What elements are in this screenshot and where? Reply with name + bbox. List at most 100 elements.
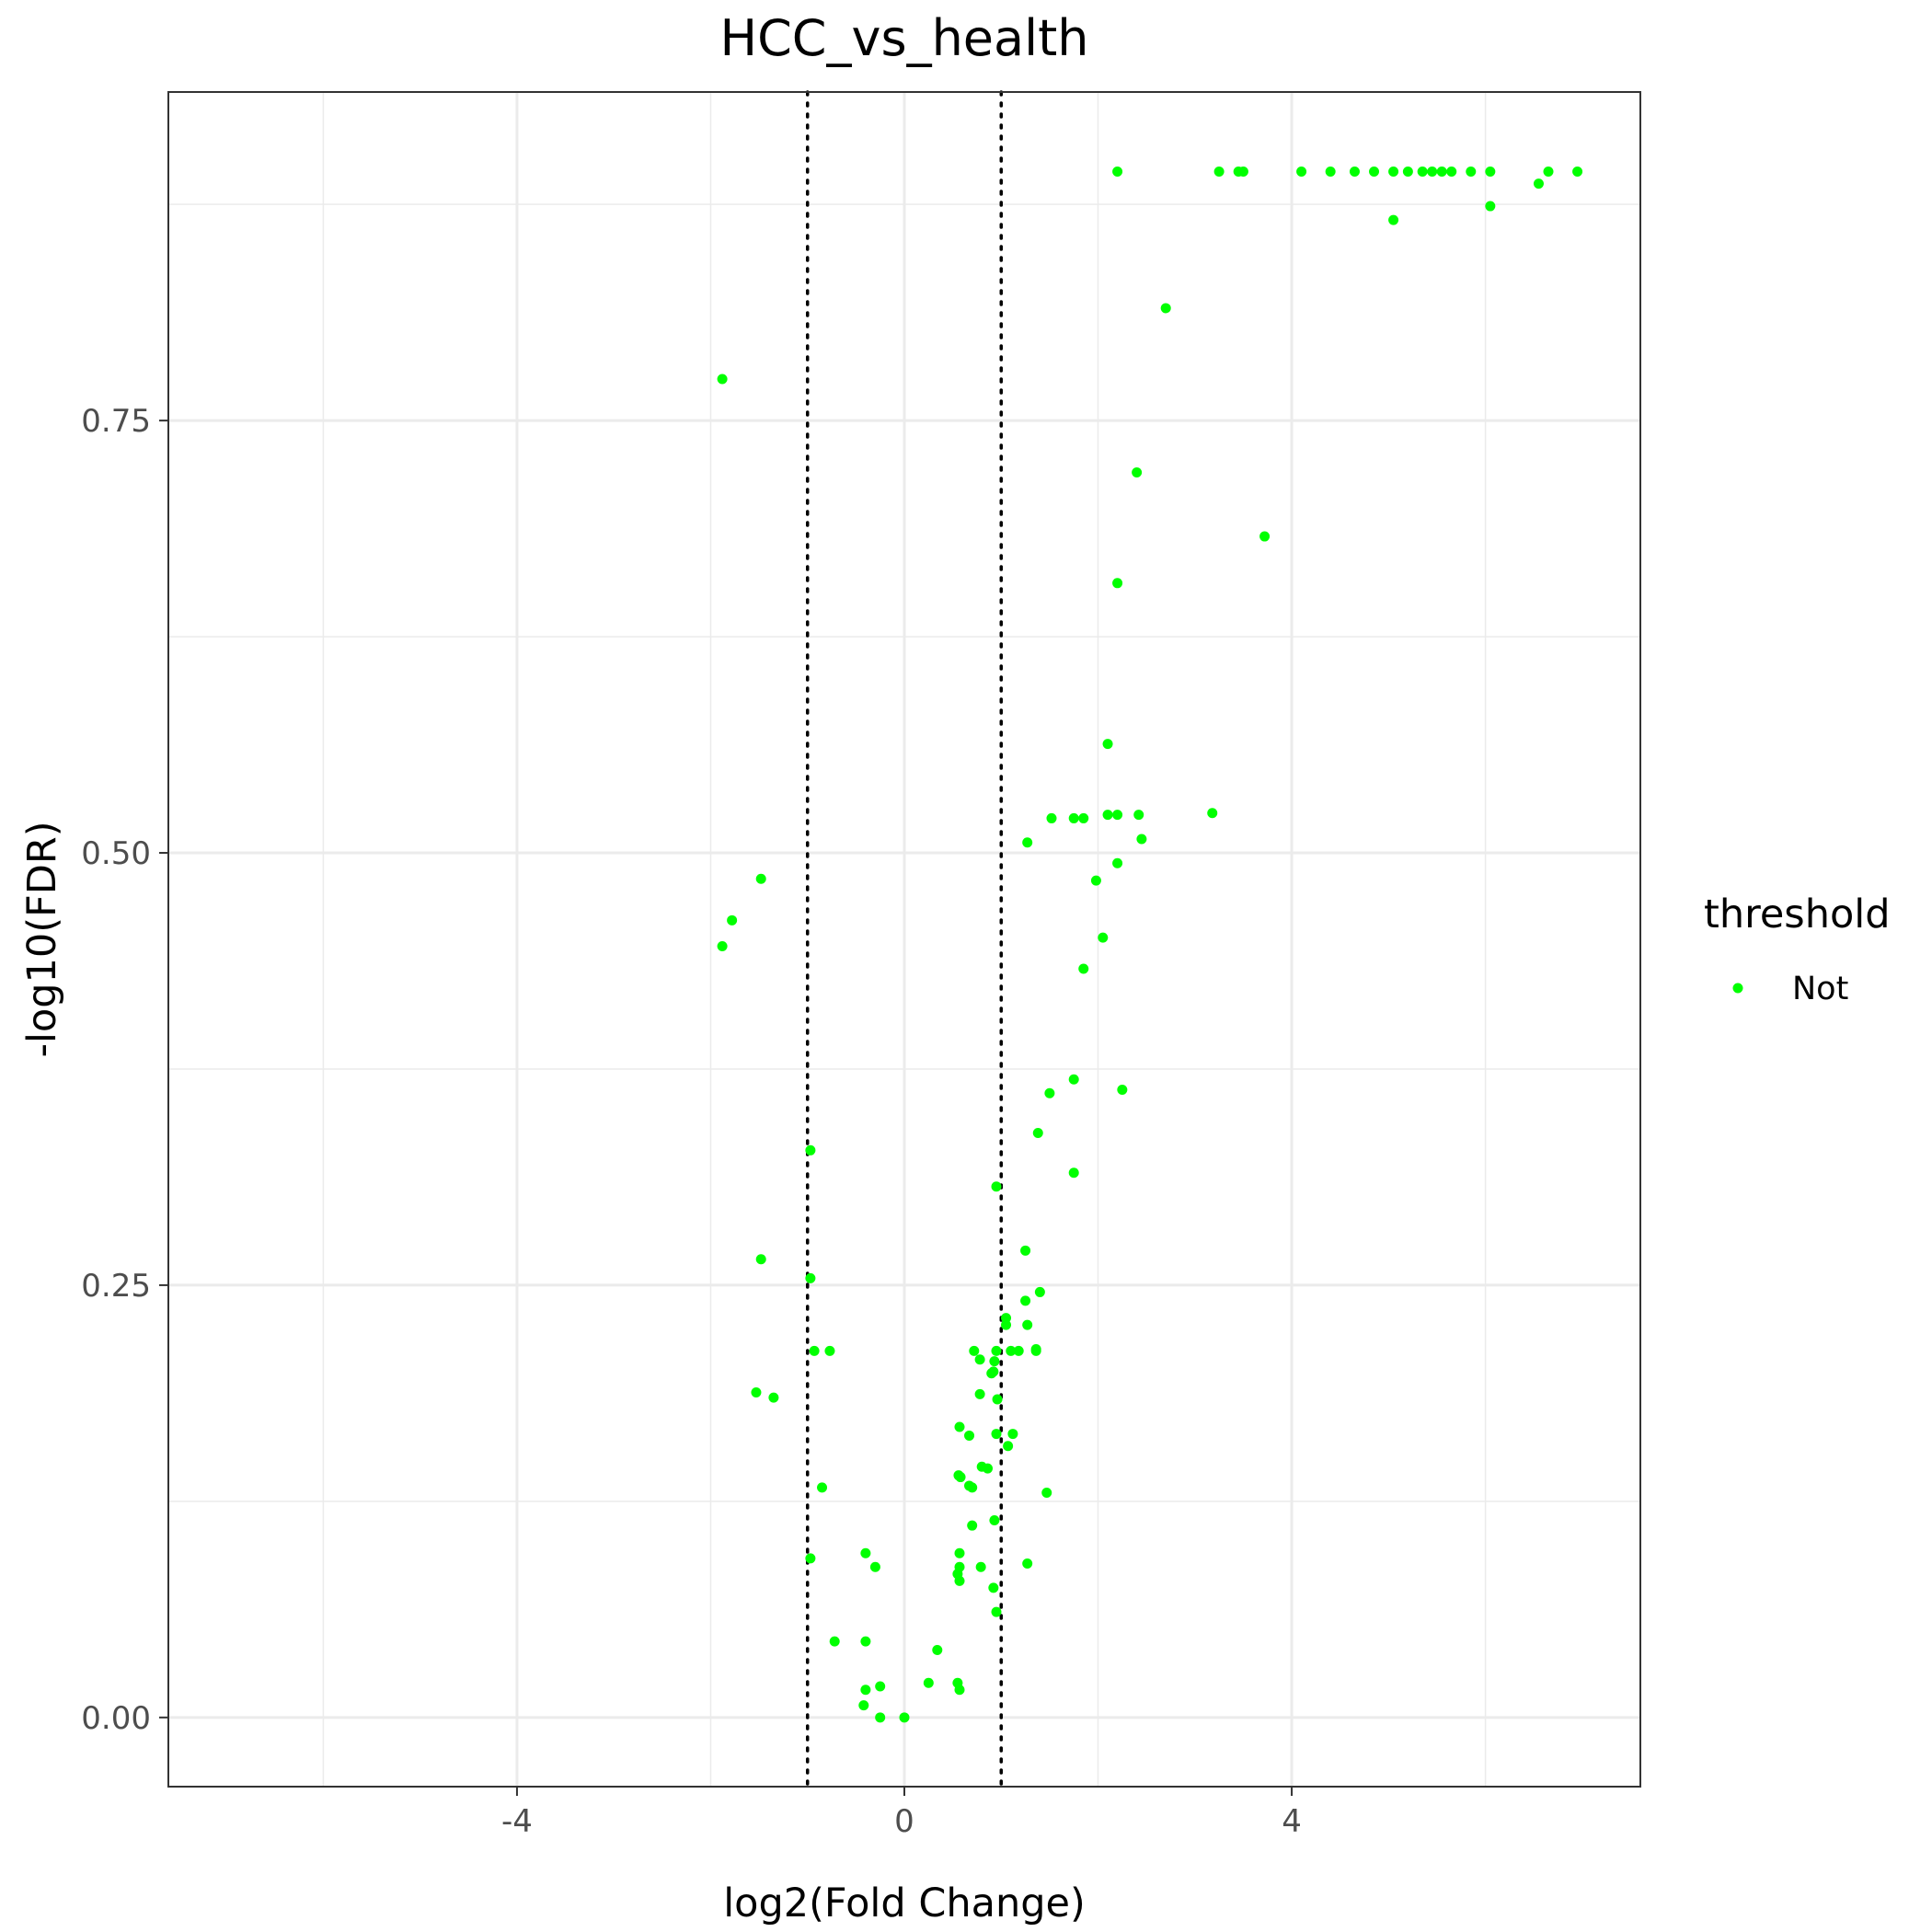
data-point xyxy=(955,1472,966,1483)
data-point xyxy=(875,1712,886,1723)
data-point xyxy=(967,1520,978,1531)
data-point xyxy=(1112,810,1123,821)
data-point xyxy=(1349,166,1360,177)
data-point xyxy=(1001,1313,1012,1324)
data-point xyxy=(974,1388,985,1399)
x-tick-label: 4 xyxy=(1282,1803,1302,1840)
data-point xyxy=(805,1144,816,1156)
data-point xyxy=(1013,1345,1024,1356)
data-point xyxy=(989,1515,1000,1526)
data-point xyxy=(954,1547,965,1558)
data-point xyxy=(1296,166,1307,177)
data-point xyxy=(1402,166,1413,177)
data-point xyxy=(858,1700,869,1711)
data-point xyxy=(1160,303,1171,314)
data-point xyxy=(1543,166,1554,177)
data-point xyxy=(1022,1319,1033,1330)
data-point xyxy=(1436,166,1447,177)
data-point xyxy=(1207,808,1218,819)
legend-key-point xyxy=(1732,983,1743,994)
data-point xyxy=(1466,166,1477,177)
data-point xyxy=(875,1681,886,1692)
data-point xyxy=(954,1575,965,1586)
data-point xyxy=(727,914,738,926)
data-point xyxy=(1112,166,1123,177)
data-point xyxy=(860,1685,871,1696)
data-point xyxy=(1030,1343,1041,1354)
data-point xyxy=(1325,166,1336,177)
data-point xyxy=(1006,1345,1017,1356)
y-tick-label: 0.00 xyxy=(81,1700,151,1737)
data-point xyxy=(992,1394,1003,1405)
legend-title: threshold xyxy=(1704,891,1891,937)
data-point xyxy=(1022,837,1033,848)
data-point xyxy=(1417,166,1428,177)
data-point xyxy=(869,1561,880,1572)
data-point xyxy=(1078,812,1089,823)
x-axis-title: log2(Fold Change) xyxy=(723,1880,1086,1926)
data-point xyxy=(967,1482,978,1493)
data-point xyxy=(969,1345,980,1356)
data-point xyxy=(1020,1295,1031,1306)
data-point xyxy=(1068,1074,1079,1085)
data-point xyxy=(717,941,728,952)
data-point xyxy=(932,1645,943,1656)
data-point xyxy=(1427,166,1438,177)
data-point xyxy=(809,1345,820,1356)
data-point xyxy=(1068,1167,1079,1179)
data-point xyxy=(1388,166,1399,177)
x-axis-ticks: -4 0 4 xyxy=(501,1787,1302,1840)
data-point xyxy=(1007,1429,1018,1440)
data-point xyxy=(1020,1245,1031,1256)
data-point xyxy=(954,1421,965,1432)
data-point xyxy=(1237,166,1248,177)
x-tick-label: 0 xyxy=(894,1803,914,1840)
data-point xyxy=(1133,810,1144,821)
data-point xyxy=(824,1345,835,1356)
data-point xyxy=(1259,531,1271,542)
threshold-lines xyxy=(805,90,1004,1788)
data-point xyxy=(1533,178,1544,190)
y-tick-label: 0.25 xyxy=(81,1268,151,1305)
data-point xyxy=(755,1254,766,1265)
data-point xyxy=(988,1582,999,1593)
data-point xyxy=(991,1345,1002,1356)
data-point xyxy=(1485,166,1496,177)
data-point xyxy=(991,1429,1002,1440)
data-point xyxy=(964,1430,975,1441)
data-point xyxy=(829,1636,840,1647)
data-point xyxy=(1003,1441,1014,1452)
legend-label-not: Not xyxy=(1792,971,1848,1007)
data-point xyxy=(805,1553,816,1564)
legend: threshold Not xyxy=(1704,891,1891,1007)
data-point xyxy=(1102,810,1113,821)
data-point xyxy=(1213,166,1225,177)
data-point xyxy=(1022,1558,1033,1570)
data-point xyxy=(717,374,728,385)
data-point xyxy=(975,1561,986,1572)
data-point xyxy=(983,1463,994,1474)
chart-title: HCC_vs_health xyxy=(719,9,1088,67)
data-points xyxy=(717,166,1583,1723)
data-point xyxy=(1572,166,1583,177)
data-point xyxy=(1132,467,1143,478)
data-point xyxy=(991,1181,1002,1192)
y-tick-label: 0.75 xyxy=(81,403,151,440)
data-point xyxy=(1112,578,1123,589)
data-point xyxy=(923,1677,934,1688)
data-point xyxy=(1098,932,1109,943)
data-point xyxy=(1369,166,1380,177)
data-point xyxy=(991,1606,1002,1617)
data-point xyxy=(1032,1128,1043,1139)
data-point xyxy=(1044,1087,1055,1098)
data-point xyxy=(1388,214,1399,225)
data-point xyxy=(1485,201,1496,212)
data-point xyxy=(817,1482,828,1493)
data-point xyxy=(989,1356,1000,1367)
data-point xyxy=(755,873,766,884)
data-point xyxy=(1001,1319,1012,1330)
data-point xyxy=(860,1547,871,1558)
data-point xyxy=(1136,834,1147,845)
data-point xyxy=(974,1354,985,1365)
